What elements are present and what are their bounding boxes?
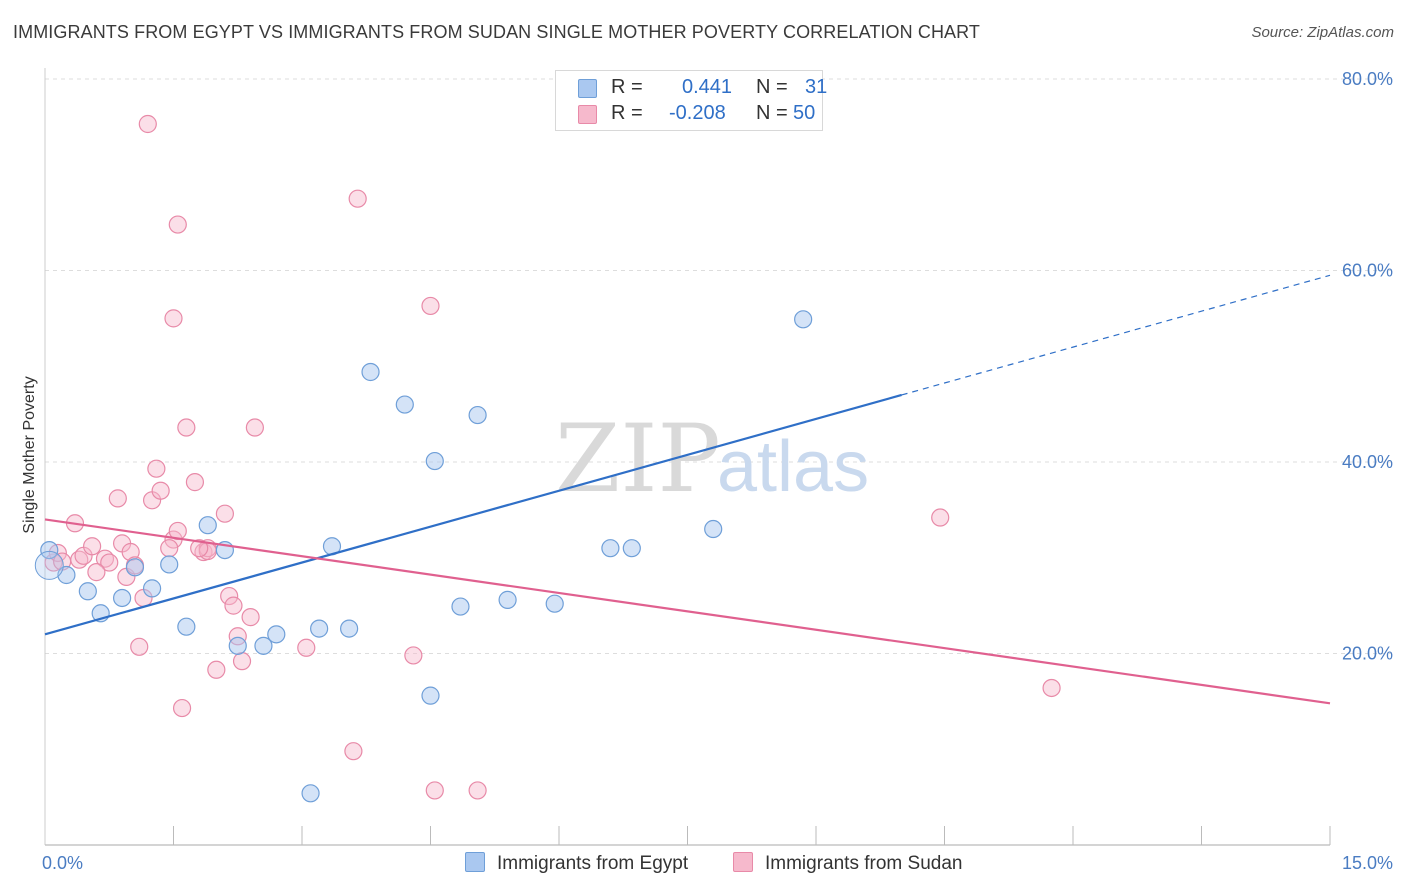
watermark: ZIP atlas — [555, 405, 869, 514]
sudan-point — [83, 537, 102, 556]
sudan-point — [224, 596, 243, 615]
egypt-points — [34, 310, 813, 803]
sudan-point — [232, 652, 252, 671]
sudan-point — [190, 539, 209, 558]
sudan-point — [468, 781, 487, 800]
watermark-atlas: atlas — [717, 427, 869, 507]
sudan-point — [348, 189, 367, 208]
sudan-point — [1042, 678, 1061, 698]
y-axis-label: Single Mother Poverty — [21, 376, 38, 533]
egypt-point — [112, 588, 132, 608]
sudan-point — [100, 553, 119, 572]
correlation-legend: R = 0.441 N = 31 R = -0.208 N = 50 — [555, 70, 827, 131]
egypt-n-value: 31 — [805, 76, 828, 98]
egypt-point — [498, 590, 517, 609]
egypt-point — [340, 619, 359, 638]
sudan-point — [215, 504, 234, 523]
egypt-point — [361, 362, 380, 382]
sudan-point — [168, 215, 187, 234]
y-tick-label: 80.0% — [1342, 69, 1393, 89]
watermark-zip: ZIP — [555, 405, 721, 514]
egypt-point — [142, 579, 162, 598]
sudan-swatch — [578, 105, 597, 124]
sudan-point — [245, 418, 264, 437]
sudan-r-value: -0.208 — [669, 102, 726, 124]
egypt-point — [704, 519, 723, 539]
sudan-point — [164, 309, 183, 328]
egypt-point — [622, 539, 641, 558]
egypt-point — [421, 686, 440, 705]
sudan-point — [151, 481, 170, 500]
sudan-point — [344, 742, 363, 761]
chart-title: IMMIGRANTS FROM EGYPT VS IMMIGRANTS FROM… — [13, 22, 981, 42]
axes — [44, 68, 1331, 846]
sudan-point — [160, 539, 179, 558]
egypt-point — [254, 636, 273, 655]
egypt-r-value: 0.441 — [682, 76, 733, 98]
sudan-point — [172, 698, 192, 718]
egypt-point — [601, 539, 620, 558]
sudan-point — [207, 660, 226, 679]
egypt-cluster-point — [34, 550, 64, 580]
egypt-legend-label: Immigrants from Egypt — [497, 853, 689, 874]
egypt-n-label: N = — [756, 76, 788, 98]
sudan-point — [931, 508, 950, 527]
tick-labels: 20.0% 40.0% 60.0% 80.0% 0.0% 15.0% — [42, 69, 1393, 873]
sudan-point — [185, 473, 205, 492]
egypt-point — [78, 582, 97, 601]
source-credit: Source: ZipAtlas.com — [1251, 24, 1394, 41]
egypt-point — [545, 594, 564, 613]
sudan-point — [147, 459, 166, 478]
egypt-point — [794, 310, 813, 329]
trend-lines — [44, 274, 1331, 705]
legend-item-sudan: Immigrants from Sudan — [733, 852, 962, 875]
egypt-point — [395, 395, 414, 414]
sudan-point — [138, 114, 157, 134]
egypt-point — [310, 619, 329, 638]
egypt-trend-extension — [901, 274, 1331, 396]
egypt-point — [40, 540, 59, 560]
egypt-point — [451, 597, 470, 616]
sudan-legend-label: Immigrants from Sudan — [765, 853, 963, 874]
sudan-points — [44, 114, 1061, 800]
sudan-point — [421, 296, 440, 316]
egypt-point — [468, 405, 487, 425]
sudan-point — [130, 637, 149, 656]
y-tick-label: 20.0% — [1342, 644, 1393, 664]
egypt-point — [177, 617, 196, 636]
sudan-n-label: N = — [756, 102, 788, 124]
gridlines — [45, 78, 1392, 654]
y-tick-label: 60.0% — [1342, 261, 1393, 281]
egypt-point — [267, 625, 286, 644]
egypt-swatch — [578, 79, 597, 98]
x-tick-label-max: 15.0% — [1342, 853, 1393, 873]
legend-item-egypt: Immigrants from Egypt — [465, 852, 688, 875]
sudan-n-value: 50 — [793, 102, 816, 124]
egypt-point — [228, 636, 247, 655]
sudan-point — [87, 563, 106, 582]
sudan-point — [425, 781, 444, 800]
egypt-legend-swatch — [465, 852, 485, 872]
egypt-trend-line — [44, 393, 902, 636]
x-tick-label-min: 0.0% — [42, 853, 83, 873]
sudan-point — [241, 608, 260, 627]
sudan-point — [108, 489, 127, 508]
sudan-point — [297, 638, 316, 657]
egypt-point — [301, 784, 320, 803]
egypt-point — [160, 555, 179, 574]
egypt-point — [125, 558, 145, 577]
egypt-point — [198, 516, 217, 535]
egypt-r-label: R = — [611, 76, 643, 98]
sudan-point — [177, 418, 196, 437]
sudan-trend-line — [44, 518, 1331, 705]
sudan-r-label: R = — [611, 102, 643, 124]
sudan-point — [220, 586, 239, 606]
egypt-point — [425, 451, 444, 471]
y-tick-label: 40.0% — [1342, 452, 1393, 472]
sudan-legend-swatch — [733, 852, 753, 872]
sudan-point — [404, 646, 423, 665]
